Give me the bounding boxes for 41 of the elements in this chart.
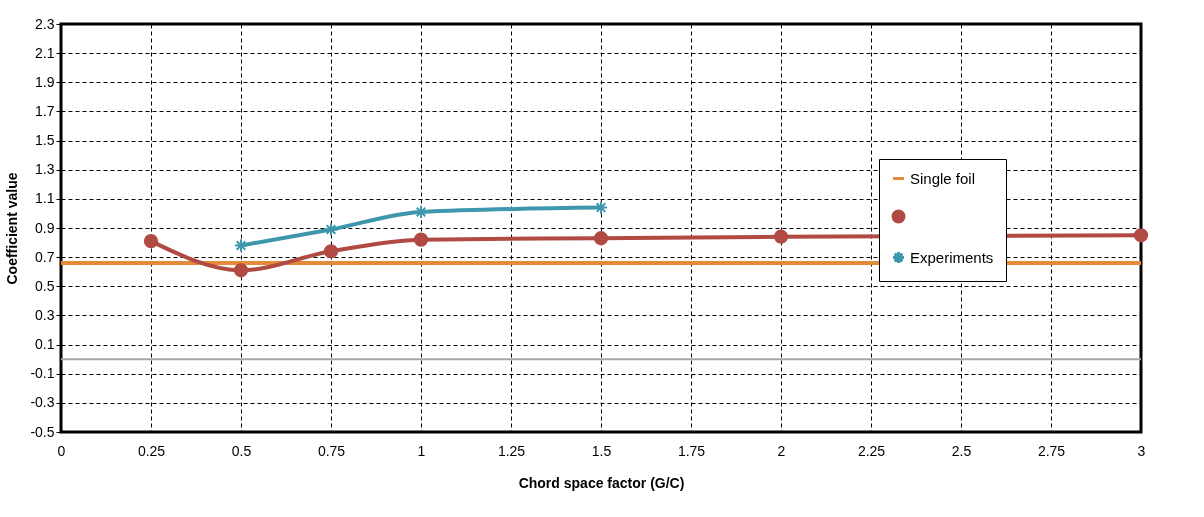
point — [233, 263, 249, 278]
x-tick-label: 2.25 — [857, 442, 886, 459]
point — [1133, 228, 1149, 243]
point — [233, 238, 249, 253]
y-tick-label: 1.7 — [35, 102, 55, 119]
x-tick-label: 0.75 — [317, 442, 346, 459]
y-tick-label: 0.9 — [35, 219, 55, 236]
x-tick-label: 2.75 — [1037, 442, 1066, 459]
point — [413, 232, 429, 247]
point — [323, 222, 339, 237]
x-tick-label: 2.5 — [951, 442, 972, 459]
x-tick-label: 0 — [57, 442, 66, 459]
point — [773, 229, 789, 244]
x-tick-label: 1.5 — [591, 442, 612, 459]
y-tick-label: 0.7 — [35, 248, 55, 265]
y-tick-label: -0.3 — [30, 394, 55, 411]
x-axis-title: Chord space factor (G/C) — [518, 474, 685, 491]
y-axis-title: Coefficient value — [4, 172, 21, 285]
y-tick-label: 1.5 — [35, 132, 55, 149]
x-tick-label: 3 — [1137, 442, 1146, 459]
point — [143, 234, 159, 249]
y-tick-label: 0.1 — [35, 336, 55, 353]
y-tick-label: 1.3 — [35, 161, 55, 178]
y-tick-label: 1.9 — [35, 73, 55, 90]
y-tick-label: -0.5 — [30, 423, 55, 440]
x-tick-label: 1.75 — [677, 442, 706, 459]
y-tick-label: 2.3 — [35, 15, 55, 32]
x-tick-label: 0.5 — [231, 442, 252, 459]
point — [593, 231, 609, 246]
y-tick-label: 1.1 — [35, 190, 55, 207]
x-tick-label: 0.25 — [137, 442, 166, 459]
y-tick-label: -0.1 — [30, 365, 55, 382]
legend-label: Single foil — [910, 169, 976, 187]
y-tick-label: 2.1 — [35, 44, 55, 61]
x-tick-label: 1.25 — [497, 442, 526, 459]
y-tick-label: 0.3 — [35, 306, 55, 323]
x-tick-label: 2 — [777, 442, 786, 459]
point — [323, 244, 339, 259]
y-tick-label: 0.5 — [35, 277, 55, 294]
legend-label: Experiments — [910, 248, 994, 266]
x-tick-label: 1 — [417, 442, 426, 459]
